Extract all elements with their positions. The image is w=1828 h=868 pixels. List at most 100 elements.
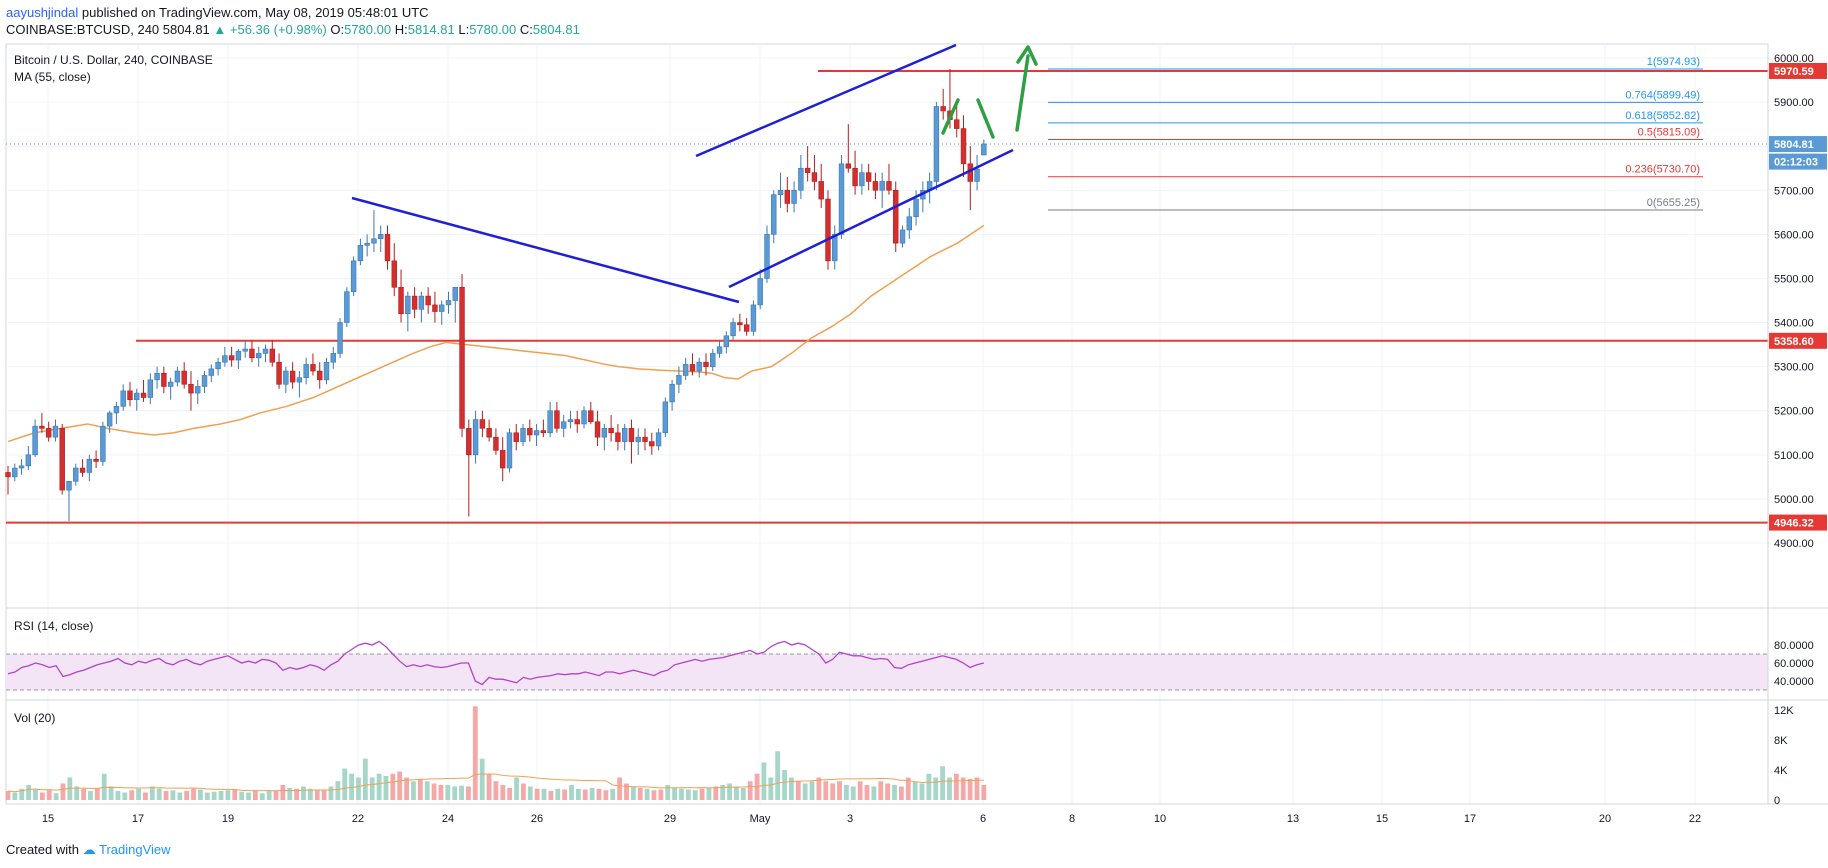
- x-tick-label: 19: [222, 813, 234, 825]
- candle-body: [120, 390, 126, 407]
- volume-bar: [734, 786, 739, 800]
- volume-bar: [720, 785, 726, 800]
- candle-body: [682, 364, 689, 376]
- volume-bar: [947, 777, 952, 800]
- candle-body: [676, 375, 682, 385]
- candle-body: [703, 361, 709, 367]
- volume-bar: [679, 788, 684, 800]
- candle-body: [39, 425, 45, 429]
- volume-bar: [67, 777, 73, 800]
- volume-bar: [981, 785, 987, 800]
- volume-ma-line: [7, 773, 984, 793]
- volume-bar: [596, 788, 602, 800]
- candle-body: [384, 234, 391, 262]
- volume-bar: [713, 786, 719, 800]
- candle-body: [154, 372, 160, 381]
- candle-body: [960, 128, 967, 165]
- x-tick-label: 3: [847, 813, 853, 825]
- candle-body: [167, 381, 174, 387]
- volume-bar: [527, 786, 533, 800]
- volume-bar: [225, 790, 231, 800]
- candle-body: [743, 324, 750, 332]
- volume-bar: [534, 788, 540, 800]
- volume-bar: [699, 788, 705, 800]
- candle-body: [323, 361, 330, 381]
- candle-body: [391, 260, 397, 288]
- footer: Created with ☁ TradingView: [6, 842, 171, 858]
- candle-body: [344, 291, 350, 323]
- candle-body: [662, 401, 669, 434]
- volume-bar: [555, 788, 561, 800]
- y-tick-label: 4900.00: [1774, 538, 1814, 550]
- published-text: published on TradingView.com, May 08, 20…: [81, 5, 429, 20]
- candle-body: [188, 383, 194, 394]
- candle-body: [66, 480, 72, 491]
- candle-body: [113, 406, 120, 414]
- candle-body: [269, 348, 275, 363]
- volume-bar: [974, 777, 980, 800]
- candle-body: [669, 383, 675, 403]
- candle-body: [289, 370, 296, 383]
- tradingview-brand-link[interactable]: TradingView: [99, 842, 171, 857]
- candle-body: [913, 198, 919, 218]
- candle-body: [147, 379, 154, 398]
- volume-bar: [232, 789, 238, 800]
- volume-bar: [321, 790, 327, 800]
- volume-bar: [431, 783, 437, 800]
- volume-bar: [198, 789, 203, 800]
- candle-body: [554, 410, 560, 429]
- candle-body: [262, 348, 269, 354]
- volume-bar: [266, 790, 272, 800]
- price-tag-box: [1769, 153, 1827, 170]
- y-tick-label: 5200.00: [1774, 406, 1814, 418]
- volume-bar: [33, 788, 38, 800]
- x-tick-label: 6: [980, 813, 986, 825]
- volume-bar: [369, 777, 375, 800]
- volume-bar: [644, 788, 650, 800]
- volume-bar: [149, 786, 155, 800]
- price-tag-box: [1769, 332, 1827, 349]
- close-value: 5804.81: [532, 22, 580, 37]
- candle-body: [405, 295, 411, 315]
- volume-bar: [926, 773, 932, 800]
- volume-bar: [830, 783, 836, 800]
- candle-body: [893, 189, 899, 244]
- volume-bar: [356, 777, 361, 800]
- volume-bar: [885, 783, 891, 800]
- candle-body: [73, 467, 79, 482]
- chart-title: Bitcoin / U.S. Dollar, 240, COINBASE: [14, 53, 213, 67]
- price-tag-label: 02:12:03: [1774, 157, 1818, 169]
- volume-bar: [960, 777, 966, 800]
- candle-body: [18, 465, 25, 469]
- volume-bar: [651, 790, 657, 800]
- price-tag-box: [1769, 514, 1827, 531]
- candle-body: [439, 304, 445, 312]
- x-tick-label: 10: [1154, 813, 1166, 825]
- candle-body: [560, 421, 567, 429]
- candle-body: [222, 355, 228, 363]
- volume-bar: [383, 776, 389, 800]
- candle-body: [513, 432, 519, 442]
- candle-body: [181, 370, 187, 385]
- volume-bar: [672, 788, 677, 800]
- volume-bar: [466, 786, 471, 800]
- candle-body: [757, 278, 763, 306]
- fib-level-label: 0.236(5730.70): [1625, 164, 1700, 176]
- tradingview-logo-icon: ☁: [82, 842, 96, 857]
- volume-bar: [486, 773, 492, 800]
- x-tick-label: 22: [1689, 813, 1701, 825]
- volume-bar: [521, 783, 526, 800]
- candle-body: [445, 300, 452, 306]
- candle-body: [615, 432, 621, 442]
- candle-body: [594, 421, 601, 438]
- author-link[interactable]: aayushjindal: [6, 5, 79, 20]
- candle-body: [86, 458, 93, 473]
- x-tick-label: 15: [1376, 813, 1388, 825]
- candle-body: [588, 410, 594, 423]
- rsi-y-tick-label: 80.0000: [1774, 640, 1814, 652]
- candle-body: [276, 361, 282, 385]
- fib-level-label: 0.764(5899.49): [1625, 89, 1700, 101]
- low-label: L:: [458, 22, 470, 37]
- candle-body: [106, 412, 113, 427]
